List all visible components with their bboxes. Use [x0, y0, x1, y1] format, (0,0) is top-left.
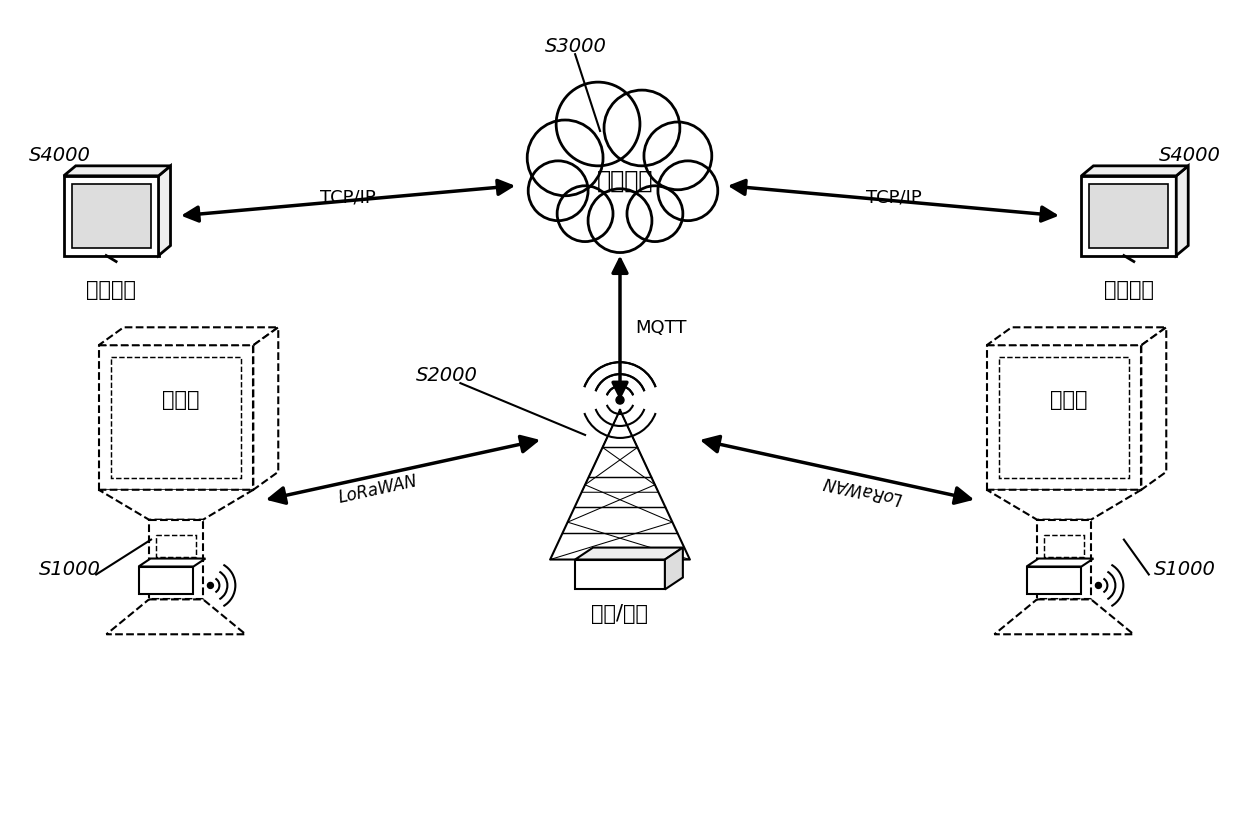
Circle shape: [644, 122, 712, 190]
Bar: [1090, 184, 1168, 247]
Circle shape: [616, 396, 624, 404]
Bar: [1037, 520, 1091, 599]
Text: 终端设备: 终端设备: [1104, 280, 1154, 300]
Text: MQTT: MQTT: [635, 319, 687, 337]
Text: 云服务器: 云服务器: [596, 169, 653, 193]
Polygon shape: [63, 166, 171, 176]
Bar: [110, 357, 242, 478]
Circle shape: [1095, 583, 1101, 589]
Bar: [575, 559, 665, 589]
Text: S1000: S1000: [40, 560, 102, 579]
Text: LoRaWAN: LoRaWAN: [337, 472, 419, 507]
Polygon shape: [139, 558, 206, 567]
Circle shape: [658, 161, 718, 221]
Polygon shape: [107, 599, 246, 635]
Bar: [987, 345, 1141, 490]
Text: 饩料笱: 饩料笱: [1050, 390, 1087, 410]
Polygon shape: [994, 599, 1133, 635]
Polygon shape: [99, 490, 253, 520]
Polygon shape: [1027, 558, 1094, 567]
Circle shape: [528, 161, 588, 221]
Polygon shape: [1081, 166, 1188, 176]
Bar: [1044, 534, 1084, 557]
Bar: [156, 534, 196, 557]
Polygon shape: [99, 328, 278, 345]
Circle shape: [627, 186, 683, 242]
Text: S4000: S4000: [30, 146, 92, 166]
Bar: [998, 357, 1130, 478]
Text: 网关/基站: 网关/基站: [591, 604, 649, 624]
Polygon shape: [987, 328, 1167, 345]
Text: S3000: S3000: [546, 37, 608, 56]
Bar: [149, 520, 203, 599]
Bar: [1081, 176, 1177, 256]
Circle shape: [207, 583, 213, 589]
Text: S1000: S1000: [1153, 560, 1215, 579]
Bar: [1027, 567, 1081, 594]
Bar: [72, 184, 150, 247]
Text: TCP/IP: TCP/IP: [320, 189, 376, 206]
Circle shape: [557, 82, 640, 166]
Circle shape: [582, 133, 658, 209]
Polygon shape: [159, 166, 171, 256]
Polygon shape: [551, 410, 689, 559]
Circle shape: [557, 186, 613, 242]
Polygon shape: [665, 548, 683, 589]
Bar: [99, 345, 253, 490]
Text: S2000: S2000: [415, 365, 477, 385]
Polygon shape: [1141, 328, 1167, 490]
Circle shape: [604, 90, 680, 166]
Polygon shape: [1177, 166, 1188, 256]
Text: LoRaWAN: LoRaWAN: [821, 472, 903, 507]
Bar: [63, 176, 159, 256]
Bar: [139, 567, 193, 594]
Polygon shape: [987, 490, 1141, 520]
Text: 饩料笱: 饩料笱: [162, 390, 200, 410]
Polygon shape: [575, 548, 683, 559]
Circle shape: [527, 120, 603, 196]
Text: TCP/IP: TCP/IP: [866, 189, 921, 206]
Text: 终端设备: 终端设备: [86, 280, 136, 300]
Polygon shape: [253, 328, 278, 490]
Text: S4000: S4000: [1159, 146, 1220, 166]
Circle shape: [588, 189, 652, 252]
